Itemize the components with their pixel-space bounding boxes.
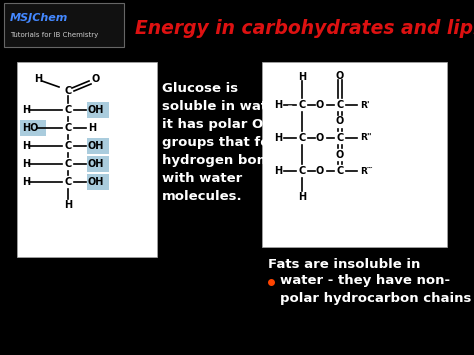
Text: C: C [298,166,306,176]
FancyBboxPatch shape [4,3,124,47]
Text: OH: OH [88,159,104,169]
Text: OH: OH [88,177,104,187]
Text: water - they have non-
polar hydrocarbon chains: water - they have non- polar hydrocarbon… [280,274,471,305]
Text: OH: OH [88,141,104,151]
Text: H: H [298,192,306,202]
Text: molecules.: molecules. [162,190,243,203]
Text: with water: with water [162,172,242,185]
Bar [87,156,109,172]
Text: C: C [337,133,344,143]
Text: H: H [34,74,42,84]
Text: H: H [22,105,30,115]
Text: C: C [337,166,344,176]
Text: C: C [298,100,306,110]
Text: H: H [274,166,282,176]
Text: C: C [64,123,72,133]
Text: H: H [64,200,72,210]
Text: Fats are insoluble in: Fats are insoluble in [268,258,420,271]
Text: C: C [64,141,72,151]
Text: O: O [316,100,324,110]
Text: C: C [298,133,306,143]
Text: H: H [274,100,282,110]
Text: C: C [64,105,72,115]
Text: soluble in water -: soluble in water - [162,100,293,113]
Text: it has polar OH: it has polar OH [162,118,274,131]
Text: O: O [336,149,344,159]
Text: H: H [88,123,96,133]
Text: Tutorials for IB Chemistry: Tutorials for IB Chemistry [10,32,98,38]
Text: Glucose is: Glucose is [162,82,238,95]
Text: R": R" [360,133,372,142]
Text: O: O [336,71,344,81]
Text: H: H [22,177,30,187]
Text: C: C [64,159,72,169]
Text: C: C [337,100,344,110]
Bar [0,0,474,52]
Text: MSJChem: MSJChem [10,13,68,23]
Text: O: O [316,166,324,176]
Text: groups that form: groups that form [162,136,290,149]
Bar [87,138,109,154]
Text: O: O [316,133,324,143]
Text: hydrogen bonds: hydrogen bonds [162,154,283,167]
Text: H: H [274,133,282,143]
Text: R': R' [360,100,370,109]
Text: H: H [298,72,306,82]
FancyBboxPatch shape [17,62,157,257]
Text: H: H [22,141,30,151]
Bar [87,102,109,118]
Bar [87,174,109,190]
Text: Energy in carbohydrates and lipids: Energy in carbohydrates and lipids [135,18,474,38]
Text: HO: HO [22,123,38,133]
Text: R‴: R‴ [360,166,373,175]
Text: O: O [92,74,100,84]
Text: OH: OH [88,105,104,115]
Text: O: O [336,116,344,126]
FancyBboxPatch shape [262,62,447,247]
Text: C: C [64,177,72,187]
Bar [20,120,46,136]
Text: C: C [64,86,72,96]
Text: H: H [22,159,30,169]
